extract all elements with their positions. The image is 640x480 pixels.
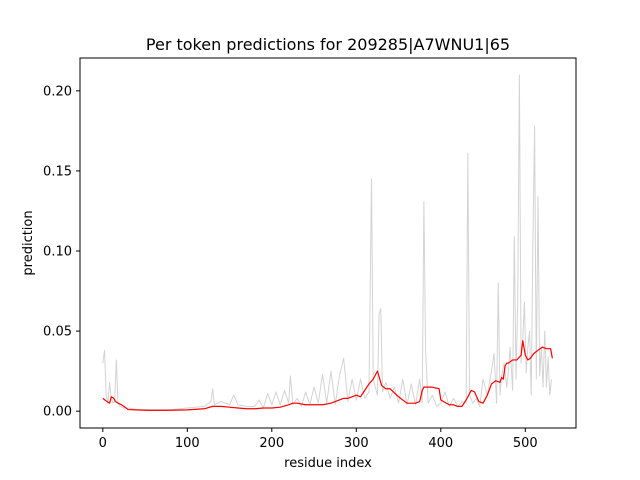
x-tick-label: 100 xyxy=(175,436,200,451)
plot-area xyxy=(102,74,553,411)
x-tick-label: 200 xyxy=(259,436,284,451)
y-tick-label: 0.00 xyxy=(43,405,72,420)
y-axis-label: prediction xyxy=(21,210,36,275)
chart-title: Per token predictions for 209285|A7WNU1|… xyxy=(146,35,510,54)
series-line-smoothed xyxy=(102,340,553,411)
y-tick-label: 0.10 xyxy=(43,245,72,260)
x-tick-label: 0 xyxy=(99,436,107,451)
y-axis-ticks: 0.00 0.05 0.10 0.15 0.20 xyxy=(43,84,80,420)
y-tick-label: 0.20 xyxy=(43,84,72,99)
y-tick-label: 0.15 xyxy=(43,164,72,179)
series-line-per-token xyxy=(102,74,552,411)
x-axis-label: residue index xyxy=(284,456,372,471)
axes-frame xyxy=(79,57,577,429)
x-tick-label: 300 xyxy=(344,436,369,451)
x-tick-label: 400 xyxy=(428,436,453,451)
x-tick-label: 500 xyxy=(513,436,538,451)
x-axis-ticks: 0 100 200 300 400 500 xyxy=(99,428,538,451)
y-tick-label: 0.05 xyxy=(43,325,72,340)
